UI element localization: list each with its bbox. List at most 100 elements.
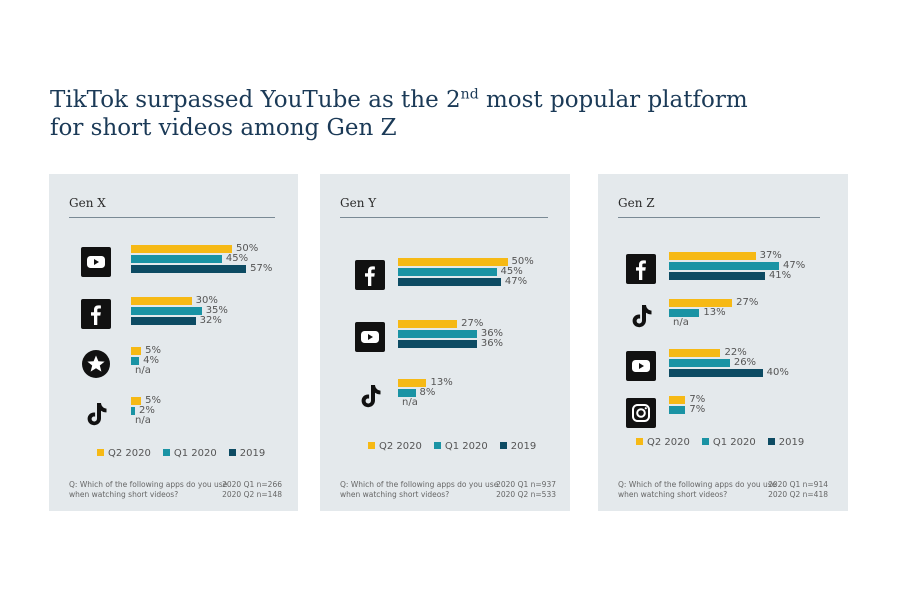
legend-item: Q1 2020	[701, 437, 756, 448]
panel-divider	[340, 217, 548, 218]
bar-y2019	[669, 272, 765, 280]
data-label: 13%	[703, 307, 726, 318]
sample-size: 2020 Q1 n=266 2020 Q2 n=148	[222, 480, 282, 499]
data-label: 22%	[724, 347, 747, 358]
data-label: 5%	[145, 395, 161, 406]
data-label: 30%	[195, 295, 218, 306]
facebook-icon	[81, 299, 111, 333]
bar-y2019	[398, 278, 501, 286]
legend-item: Q1 2020	[433, 441, 488, 452]
legend-label: Q1 2020	[444, 441, 488, 452]
bar-q2	[669, 396, 686, 404]
facebook-icon	[626, 254, 656, 288]
star-icon	[81, 349, 111, 383]
survey-question: Q: Which of the following apps do you us…	[340, 480, 499, 499]
legend-item: Q2 2020	[97, 448, 151, 459]
legend-item: 2019	[767, 437, 805, 448]
legend-label: 2019	[778, 437, 805, 448]
bar-q2	[131, 397, 142, 405]
bar-q2	[131, 347, 142, 355]
bar-q1	[131, 307, 202, 315]
legend-item: Q1 2020	[162, 448, 217, 459]
legend-swatch	[636, 437, 643, 445]
legend-label: Q1 2020	[173, 448, 217, 459]
data-label: 45%	[500, 266, 523, 277]
legend-swatch	[368, 441, 375, 449]
legend-swatch	[767, 437, 775, 445]
panel-title: Gen Z	[618, 196, 655, 210]
data-label: 26%	[733, 357, 757, 368]
data-label: 50%	[236, 243, 259, 254]
bar-q2	[669, 299, 733, 307]
data-label: 47%	[782, 260, 806, 271]
bar-q2	[131, 297, 192, 305]
data-label: 7%	[689, 394, 706, 405]
data-label: 57%	[250, 263, 273, 274]
data-label: 37%	[759, 250, 782, 261]
facebook-icon	[355, 260, 385, 294]
data-label: 7%	[689, 404, 706, 415]
data-label: 5%	[145, 345, 161, 356]
legend-label: Q1 2020	[712, 437, 756, 448]
legend-item: 2019	[228, 448, 266, 459]
tiktok-icon	[626, 301, 656, 335]
bar-q2	[398, 258, 508, 266]
bar-q1	[131, 255, 222, 263]
data-label: 4%	[143, 355, 159, 366]
data-label: 47%	[504, 276, 528, 287]
data-label: 45%	[225, 253, 249, 264]
data-label: 32%	[199, 315, 222, 326]
bar-q1	[398, 268, 497, 276]
legend-swatch	[499, 441, 507, 449]
legend-swatch	[97, 448, 104, 456]
legend-item: Q2 2020	[368, 441, 422, 452]
legend-label: Q2 2020	[108, 448, 151, 459]
youtube-icon	[81, 247, 111, 281]
chart-panel-gen-z: Gen Z 37% 47% 41% 27% 13% n/a 22% 26% 40% 7% 7% Q2…	[598, 174, 848, 511]
tiktok-icon	[355, 381, 385, 415]
data-label: 50%	[511, 256, 534, 267]
bar-q1	[669, 309, 700, 317]
page-title: TikTok surpassed YouTube as the 2nd most…	[50, 86, 748, 141]
sample-size: 2020 Q1 n=914 2020 Q2 n=418	[768, 480, 828, 499]
bar-q1	[398, 389, 416, 397]
legend-label: 2019	[239, 448, 266, 459]
data-label: 40%	[766, 367, 789, 378]
panel-title: Gen X	[69, 196, 106, 210]
panel-divider	[618, 217, 820, 218]
panel-divider	[69, 217, 275, 218]
legend-item: 2019	[499, 441, 537, 452]
legend-label: Q2 2020	[379, 441, 422, 452]
bar-q2	[669, 349, 721, 357]
data-label: 35%	[205, 305, 228, 316]
legend-swatch	[162, 448, 170, 456]
data-label: 13%	[430, 377, 453, 388]
bar-y2019	[398, 340, 477, 348]
survey-question: Q: Which of the following apps do you us…	[69, 480, 228, 499]
data-label: 27%	[736, 297, 759, 308]
legend-label: Q2 2020	[647, 437, 690, 448]
bar-y2019	[131, 317, 196, 325]
legend-label: 2019	[510, 441, 537, 452]
data-label: 41%	[768, 270, 792, 281]
bar-q1	[131, 407, 136, 415]
bar-q1	[131, 357, 140, 365]
legend-swatch	[433, 441, 441, 449]
data-label: n/a	[135, 365, 151, 376]
bar-y2019	[131, 265, 247, 273]
bar-y2019	[669, 369, 763, 377]
data-label: 27%	[461, 318, 484, 329]
legend-item: Q2 2020	[636, 437, 690, 448]
bar-q1	[669, 262, 779, 270]
data-label: 36%	[480, 338, 504, 349]
legend-swatch	[228, 448, 236, 456]
bar-q1	[669, 406, 686, 414]
legend: Q2 2020 Q1 2020 2019	[368, 441, 548, 452]
survey-question: Q: Which of the following apps do you us…	[618, 480, 777, 499]
tiktok-icon	[81, 399, 111, 433]
bar-q2	[398, 379, 427, 387]
bar-q2	[131, 245, 232, 253]
panel-title: Gen Y	[340, 196, 377, 210]
youtube-icon	[355, 322, 385, 356]
data-label: n/a	[673, 317, 689, 328]
